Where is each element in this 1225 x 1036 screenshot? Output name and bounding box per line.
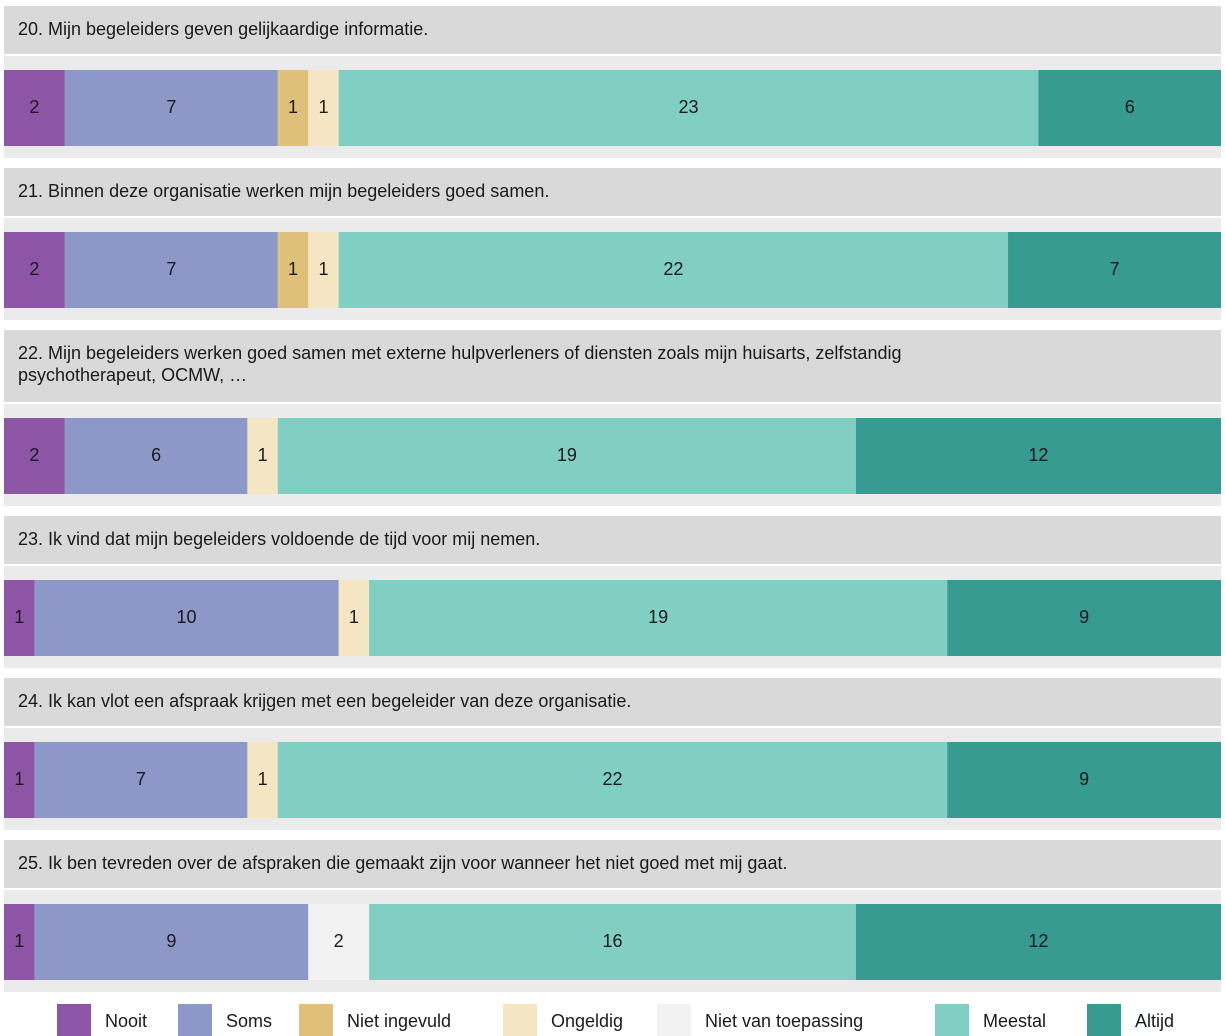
question-title: 22. Mijn begeleiders werken goed samen m… bbox=[18, 343, 901, 363]
strip bbox=[4, 6, 1221, 54]
bar-segment bbox=[247, 418, 278, 494]
value-label: 16 bbox=[602, 931, 622, 951]
bar-segment bbox=[338, 580, 370, 656]
value-label: 2 bbox=[29, 97, 39, 117]
value-label: 1 bbox=[318, 97, 328, 117]
value-label: 12 bbox=[1028, 931, 1048, 951]
value-label: 9 bbox=[1079, 607, 1089, 627]
strip bbox=[4, 840, 1221, 888]
bar-segment bbox=[338, 70, 1039, 146]
legend-key bbox=[57, 1004, 91, 1036]
legend-label: Meestal bbox=[983, 1011, 1046, 1031]
value-label: 19 bbox=[557, 445, 577, 465]
bar-segment bbox=[338, 232, 1009, 308]
question-title: 20. Mijn begeleiders geven gelijkaardige… bbox=[18, 19, 428, 39]
value-label: 1 bbox=[318, 259, 328, 279]
bar-segment bbox=[4, 232, 65, 308]
legend-label: Niet ingevuld bbox=[347, 1011, 451, 1031]
bar-segment bbox=[4, 580, 35, 656]
bar-segment bbox=[855, 418, 1221, 494]
bar-segment bbox=[308, 232, 339, 308]
question-title: 23. Ik vind dat mijn begeleiders voldoen… bbox=[18, 529, 540, 549]
bar-segment bbox=[4, 904, 35, 980]
value-label: 22 bbox=[602, 769, 622, 789]
bar-segment bbox=[64, 70, 278, 146]
strip bbox=[4, 168, 1221, 216]
bar-segment bbox=[1038, 70, 1221, 146]
question-title: 24. Ik kan vlot een afspraak krijgen met… bbox=[18, 691, 631, 711]
value-label: 22 bbox=[663, 259, 683, 279]
value-label: 1 bbox=[258, 445, 268, 465]
bar-segment bbox=[4, 742, 35, 818]
bar-segment bbox=[4, 418, 65, 494]
legend-key bbox=[503, 1004, 537, 1036]
bar-segment bbox=[369, 580, 948, 656]
bar-segment bbox=[34, 904, 309, 980]
legend-key bbox=[299, 1004, 333, 1036]
value-label: 9 bbox=[166, 931, 176, 951]
legend-key bbox=[1087, 1004, 1121, 1036]
value-label: 7 bbox=[136, 769, 146, 789]
question-title: 21. Binnen deze organisatie werken mijn … bbox=[18, 181, 549, 201]
question-title: 25. Ik ben tevreden over de afspraken di… bbox=[18, 853, 787, 873]
legend-key bbox=[935, 1004, 969, 1036]
value-label: 6 bbox=[1125, 97, 1135, 117]
bar-segment bbox=[277, 232, 309, 308]
question-title: psychotherapeut, OCMW, … bbox=[18, 365, 247, 385]
bar-segment bbox=[34, 742, 248, 818]
bar-segment bbox=[369, 904, 856, 980]
strip bbox=[4, 516, 1221, 564]
value-label: 1 bbox=[14, 931, 24, 951]
bar-segment bbox=[1008, 232, 1221, 308]
strip bbox=[4, 678, 1221, 726]
value-label: 23 bbox=[679, 97, 699, 117]
value-label: 1 bbox=[288, 97, 298, 117]
value-label: 10 bbox=[177, 607, 197, 627]
value-label: 9 bbox=[1079, 769, 1089, 789]
value-label: 1 bbox=[288, 259, 298, 279]
legend-key bbox=[657, 1004, 691, 1036]
bar-segment bbox=[947, 742, 1221, 818]
value-label: 6 bbox=[151, 445, 161, 465]
value-label: 1 bbox=[14, 607, 24, 627]
legend-label: Nooit bbox=[105, 1011, 147, 1031]
legend-key bbox=[178, 1004, 212, 1036]
bar-segment bbox=[277, 418, 856, 494]
bar-segment bbox=[308, 70, 339, 146]
value-label: 12 bbox=[1028, 445, 1048, 465]
value-label: 7 bbox=[166, 259, 176, 279]
value-label: 1 bbox=[349, 607, 359, 627]
value-label: 2 bbox=[29, 259, 39, 279]
value-label: 7 bbox=[166, 97, 176, 117]
bar-segment bbox=[277, 70, 309, 146]
legend-label: Ongeldig bbox=[551, 1011, 623, 1031]
strip bbox=[4, 330, 1221, 402]
value-label: 2 bbox=[334, 931, 344, 951]
bar-segment bbox=[947, 580, 1221, 656]
bar-segment bbox=[64, 232, 278, 308]
value-label: 19 bbox=[648, 607, 668, 627]
value-label: 1 bbox=[258, 769, 268, 789]
legend-label: Niet van toepassing bbox=[705, 1011, 863, 1031]
legend-label: Altijd bbox=[1135, 1011, 1174, 1031]
bar-segment bbox=[277, 742, 948, 818]
value-label: 2 bbox=[29, 445, 39, 465]
bar-segment bbox=[4, 70, 65, 146]
bar-segment bbox=[308, 904, 370, 980]
value-label: 7 bbox=[1110, 259, 1120, 279]
legend-label: Soms bbox=[226, 1011, 272, 1031]
bar-segment bbox=[64, 418, 248, 494]
value-label: 1 bbox=[14, 769, 24, 789]
bar-segment bbox=[34, 580, 339, 656]
bar-segment bbox=[247, 742, 278, 818]
bar-segment bbox=[855, 904, 1221, 980]
